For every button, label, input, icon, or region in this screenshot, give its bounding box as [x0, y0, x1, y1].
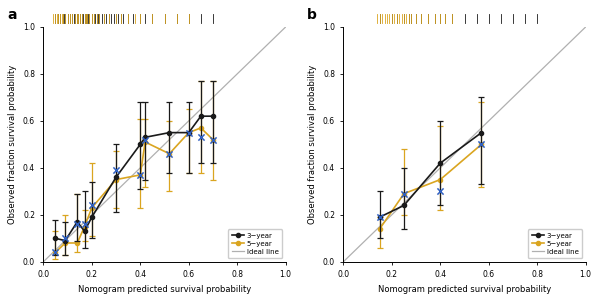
Point: [436, 189, 445, 194]
Text: b: b: [307, 8, 317, 22]
Point: [87, 203, 97, 208]
Y-axis label: Observed fraction survival probability: Observed fraction survival probability: [308, 65, 317, 224]
Point: [399, 191, 409, 196]
Point: [196, 135, 206, 140]
Y-axis label: Observed fraction survival probability: Observed fraction survival probability: [8, 65, 17, 224]
Point: [208, 137, 218, 142]
Point: [80, 222, 89, 226]
X-axis label: Nomogram predicted survival probability: Nomogram predicted survival probability: [78, 285, 251, 294]
Point: [375, 215, 385, 220]
Point: [50, 250, 60, 255]
Legend: 3−year, 5−year, Ideal line: 3−year, 5−year, Ideal line: [528, 229, 582, 258]
X-axis label: Nomogram predicted survival probability: Nomogram predicted survival probability: [378, 285, 551, 294]
Point: [164, 151, 174, 156]
Point: [136, 172, 145, 177]
Point: [61, 236, 70, 241]
Point: [73, 222, 82, 226]
Legend: 3−year, 5−year, Ideal line: 3−year, 5−year, Ideal line: [228, 229, 282, 258]
Point: [184, 130, 194, 135]
Text: a: a: [7, 8, 16, 22]
Point: [111, 168, 121, 173]
Point: [140, 137, 150, 142]
Point: [476, 142, 486, 147]
